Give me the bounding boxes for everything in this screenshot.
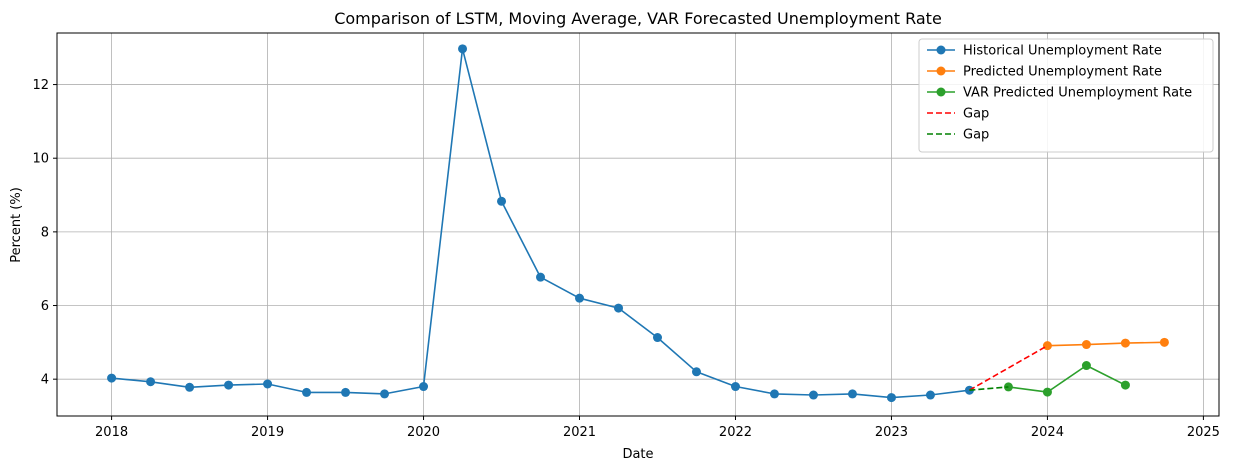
data-point [341, 387, 351, 397]
data-point [808, 390, 818, 400]
series-line [969, 386, 1009, 391]
data-point [536, 272, 546, 282]
chart-title: Comparison of LSTM, Moving Average, VAR … [334, 9, 942, 28]
data-point [1081, 340, 1091, 350]
series-line [969, 345, 1048, 391]
y-tick-label: 10 [32, 152, 49, 167]
data-point [1159, 337, 1169, 347]
data-point [224, 380, 234, 390]
series-2 [1003, 361, 1130, 397]
data-point [769, 389, 779, 399]
legend-marker [936, 66, 946, 76]
x-tick-label: 2025 [1187, 425, 1220, 440]
legend-marker [936, 45, 946, 55]
data-point [497, 196, 507, 206]
y-tick-label: 4 [41, 373, 49, 388]
series-1 [1042, 337, 1169, 351]
y-tick-label: 12 [32, 78, 49, 93]
data-point [107, 373, 117, 383]
legend-label: Gap [963, 128, 989, 143]
data-point [730, 382, 740, 392]
legend-label: Gap [963, 107, 989, 122]
legend-box [918, 38, 1214, 153]
x-tick-label: 2020 [407, 425, 440, 440]
data-point [458, 44, 468, 54]
series-3 [969, 345, 1048, 391]
data-point [302, 387, 312, 397]
data-point [614, 303, 624, 313]
legend-entry: Gap [927, 107, 989, 122]
data-point [652, 333, 662, 343]
data-point [691, 367, 701, 377]
series-4 [969, 386, 1009, 391]
data-point [1003, 382, 1013, 392]
series-line [1047, 341, 1165, 347]
data-point [146, 377, 156, 387]
x-tick-label: 2022 [719, 425, 752, 440]
series-line [1008, 364, 1126, 393]
legend: Historical Unemployment Rate Predicted Un… [918, 38, 1214, 153]
x-tick-label: 2019 [251, 425, 284, 440]
x-axis-label: Date [622, 447, 653, 462]
data-point [575, 293, 585, 303]
y-tick-label: 6 [41, 299, 49, 314]
data-point [1042, 341, 1052, 351]
data-point [925, 390, 935, 400]
x-tick-label: 2018 [95, 425, 128, 440]
data-point [263, 379, 273, 389]
data-point [380, 389, 390, 399]
legend-label: Historical Unemployment Rate [963, 44, 1162, 59]
data-point [886, 393, 896, 403]
data-point [1120, 380, 1130, 390]
data-point [1120, 338, 1130, 348]
series-0 [107, 44, 974, 403]
x-tick-label: 2021 [563, 425, 596, 440]
data-point [1042, 387, 1052, 397]
data-point [419, 382, 429, 392]
legend-entry: Predicted Unemployment Rate [927, 65, 1162, 80]
plot-series [107, 44, 1169, 403]
legend-entry: Gap [927, 128, 989, 143]
plot-frame [56, 32, 1220, 417]
y-tick-label: 8 [41, 225, 49, 240]
data-point [847, 389, 857, 399]
y-axis-label: Percent (%) [9, 187, 24, 263]
legend-entry: VAR Predicted Unemployment Rate [927, 86, 1192, 101]
data-point [185, 382, 195, 392]
x-tick-label: 2023 [875, 425, 908, 440]
x-tick-label: 2024 [1031, 425, 1064, 440]
axis-ticks: 2018 2019 2020 2021 2022 2023 2024 2025 4 6 8 10 12 [32, 78, 1219, 440]
legend-entry: Historical Unemployment Rate [927, 44, 1162, 59]
series-line [111, 47, 970, 399]
legend-label: VAR Predicted Unemployment Rate [963, 86, 1192, 101]
data-point [1081, 361, 1091, 371]
legend-marker [936, 87, 946, 97]
legend-label: Predicted Unemployment Rate [963, 65, 1162, 80]
